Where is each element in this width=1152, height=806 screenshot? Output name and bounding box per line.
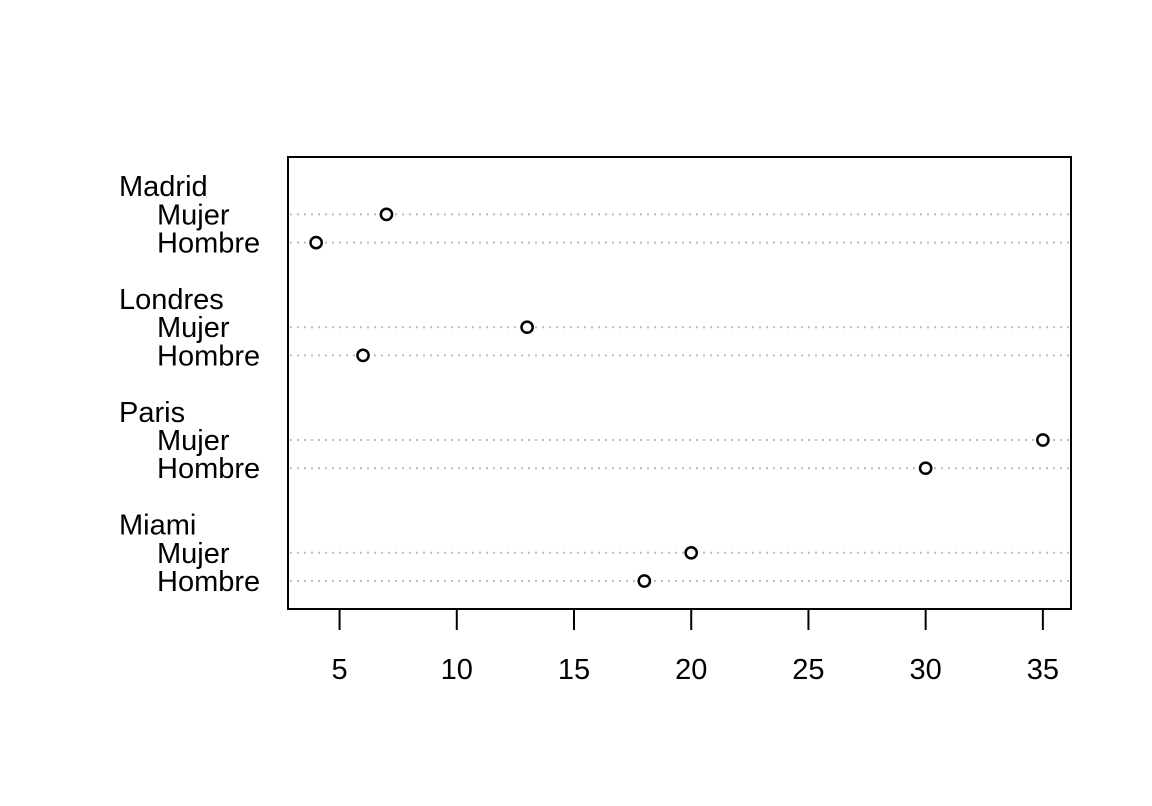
x-axis: 5 10 15 20 25 30 35 [332, 608, 1059, 686]
row-label: Mujer [157, 312, 230, 344]
group-label: Miami [119, 510, 196, 542]
row-label: Hombre [157, 340, 260, 372]
x-tick-label: 20 [675, 654, 707, 686]
data-point [918, 461, 933, 476]
x-tick-label: 25 [792, 654, 824, 686]
row-label: Mujer [157, 425, 230, 457]
data-point [637, 574, 652, 588]
data-point [356, 348, 370, 363]
group-label: Londres [119, 284, 224, 316]
plot-frame [287, 156, 1072, 610]
data-point [1036, 433, 1050, 447]
data-points [309, 207, 1050, 588]
row-labels: HombreMujerMiamiHombreMujerParisHombreMu… [119, 171, 260, 598]
group-label: Madrid [119, 171, 208, 203]
row-label: Hombre [157, 228, 260, 260]
grid-lines [290, 213, 1069, 582]
x-tick-label: 30 [910, 654, 942, 686]
row-label: Mujer [157, 199, 230, 231]
x-tick-label: 5 [332, 654, 348, 686]
group-label: Paris [119, 397, 185, 429]
data-point [520, 320, 534, 335]
row-label: Hombre [157, 566, 260, 598]
x-tick-label: 10 [441, 654, 473, 686]
data-point [379, 207, 394, 222]
data-point [684, 545, 699, 560]
x-tick-label: 15 [558, 654, 590, 686]
x-tick-label: 35 [1027, 654, 1059, 686]
row-label: Hombre [157, 453, 260, 485]
row-label: Mujer [157, 538, 230, 570]
data-point [309, 235, 323, 250]
